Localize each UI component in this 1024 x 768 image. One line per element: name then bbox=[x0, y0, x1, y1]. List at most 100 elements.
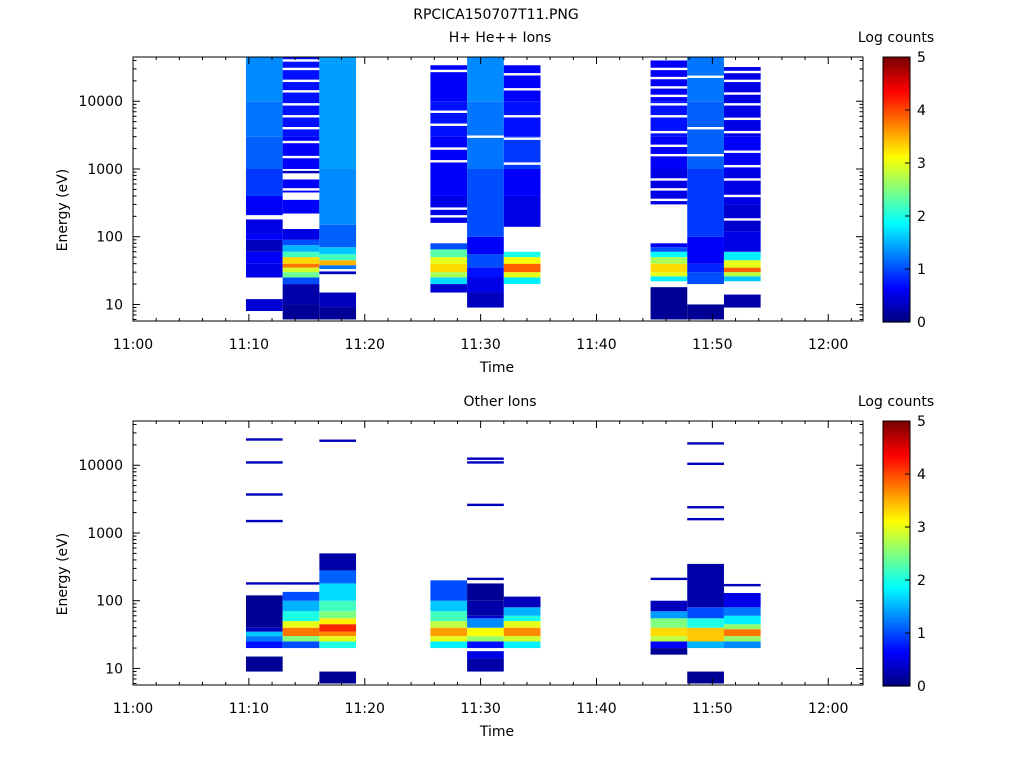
heatmap-cell bbox=[650, 136, 688, 169]
colorbar-segment bbox=[883, 495, 910, 499]
heatmap-cell bbox=[319, 611, 357, 619]
heatmap-cell bbox=[245, 219, 283, 234]
heatmap-line bbox=[467, 461, 504, 464]
heatmap-cell bbox=[430, 263, 468, 273]
heatmap-cell bbox=[723, 276, 761, 282]
heatmap-cell bbox=[282, 636, 320, 642]
heatmap-cell bbox=[650, 276, 688, 282]
heatmap-cell bbox=[650, 287, 688, 320]
heatmap-cell bbox=[503, 277, 541, 285]
data-gap bbox=[503, 115, 541, 118]
colorbar-segment bbox=[883, 258, 910, 262]
heatmap-cell bbox=[245, 195, 283, 217]
colorbar-segment bbox=[883, 492, 910, 496]
data-gap bbox=[650, 67, 688, 71]
colorbar-label: Log counts bbox=[858, 30, 934, 46]
heatmap-cell bbox=[467, 615, 504, 619]
colorbar-segment bbox=[883, 120, 910, 124]
colorbar-segment bbox=[883, 648, 910, 653]
colorbar-segment bbox=[883, 261, 910, 265]
colorbar-segment bbox=[883, 595, 910, 600]
x-axis-label: Time bbox=[479, 360, 514, 376]
heatmap-cell bbox=[245, 101, 283, 137]
colorbar-segment bbox=[883, 548, 910, 552]
colorbar-segment bbox=[883, 202, 910, 206]
colorbar-segment bbox=[883, 194, 910, 199]
data-gap bbox=[282, 103, 320, 106]
colorbar-segment bbox=[883, 534, 910, 539]
heatmap-cell bbox=[650, 168, 688, 205]
y-tick-label: 10 bbox=[105, 661, 123, 677]
colorbar-segment bbox=[883, 593, 910, 597]
heatmap-cell bbox=[723, 267, 761, 273]
colorbar-segment bbox=[883, 590, 910, 594]
colorbar-segment bbox=[883, 165, 910, 169]
colorbar-tick-label: 3 bbox=[917, 520, 926, 536]
colorbar-segment bbox=[883, 630, 910, 634]
colorbar-segment bbox=[883, 295, 910, 299]
colorbar-segment bbox=[883, 279, 910, 283]
data-gap bbox=[650, 188, 688, 191]
colorbar-segment bbox=[883, 290, 910, 294]
colorbar-segment bbox=[883, 128, 910, 132]
x-tick-label: 11:00 bbox=[113, 701, 153, 717]
colorbar-segment bbox=[883, 466, 910, 470]
heatmap-cell bbox=[723, 260, 761, 268]
heatmap-cell bbox=[245, 595, 283, 628]
heatmap-cell bbox=[503, 621, 541, 628]
data-gap bbox=[503, 73, 541, 76]
heatmap-cell bbox=[430, 277, 468, 285]
heatmap-line bbox=[245, 438, 283, 441]
colorbar-segment bbox=[883, 664, 910, 669]
colorbar-segment bbox=[883, 651, 910, 655]
heatmap-line bbox=[245, 493, 283, 496]
colorbar-segment bbox=[883, 550, 910, 555]
colorbar-segment bbox=[883, 609, 910, 613]
heatmap-cell bbox=[245, 168, 283, 196]
colorbar-segment bbox=[883, 675, 910, 679]
colorbar-segment bbox=[883, 503, 910, 507]
colorbar-segment bbox=[883, 487, 910, 491]
colorbar-segment bbox=[883, 611, 910, 616]
heatmap-line bbox=[687, 462, 724, 466]
heatmap-cell bbox=[687, 627, 724, 637]
colorbar-segment bbox=[883, 474, 910, 478]
heatmap-cell bbox=[319, 307, 357, 320]
heatmap-cell bbox=[723, 231, 761, 252]
colorbar-segment bbox=[883, 561, 910, 565]
heatmap-cell bbox=[723, 593, 761, 608]
heatmap-cell bbox=[282, 621, 320, 628]
colorbar-segment bbox=[883, 574, 910, 578]
colorbar-segment bbox=[883, 208, 910, 212]
colorbar-segment bbox=[883, 99, 910, 103]
x-tick-label: 11:30 bbox=[460, 701, 500, 717]
colorbar-tick-label: 5 bbox=[917, 414, 926, 430]
heatmap-line bbox=[282, 170, 320, 174]
colorbar-segment bbox=[883, 168, 910, 172]
figure-title: RPCICA150707T11.PNG bbox=[413, 7, 578, 23]
colorbar-segment bbox=[883, 606, 910, 610]
colorbar-segment bbox=[883, 155, 910, 159]
colorbar-segment bbox=[883, 292, 910, 297]
heatmap-cell bbox=[467, 277, 504, 293]
data-gap bbox=[503, 162, 541, 165]
heatmap-cell bbox=[282, 591, 320, 601]
x-tick-label: 11:00 bbox=[113, 337, 153, 353]
colorbar-segment bbox=[883, 67, 910, 71]
heatmap-cell bbox=[282, 229, 320, 240]
colorbar-segment bbox=[883, 319, 910, 323]
colorbar-segment bbox=[883, 226, 910, 230]
heatmap-cell bbox=[503, 615, 541, 622]
heatmap-cell bbox=[430, 611, 468, 622]
colorbar-segment bbox=[883, 205, 910, 209]
colorbar-segment bbox=[883, 117, 910, 122]
heatmap-cell bbox=[503, 257, 541, 264]
colorbar-segment bbox=[883, 306, 910, 310]
panel-title: Other Ions bbox=[463, 394, 536, 410]
heatmap-line bbox=[687, 442, 724, 445]
heatmap-cell bbox=[430, 600, 468, 612]
colorbar-segment bbox=[883, 667, 910, 671]
colorbar-segment bbox=[883, 157, 910, 161]
data-gap bbox=[723, 103, 761, 106]
